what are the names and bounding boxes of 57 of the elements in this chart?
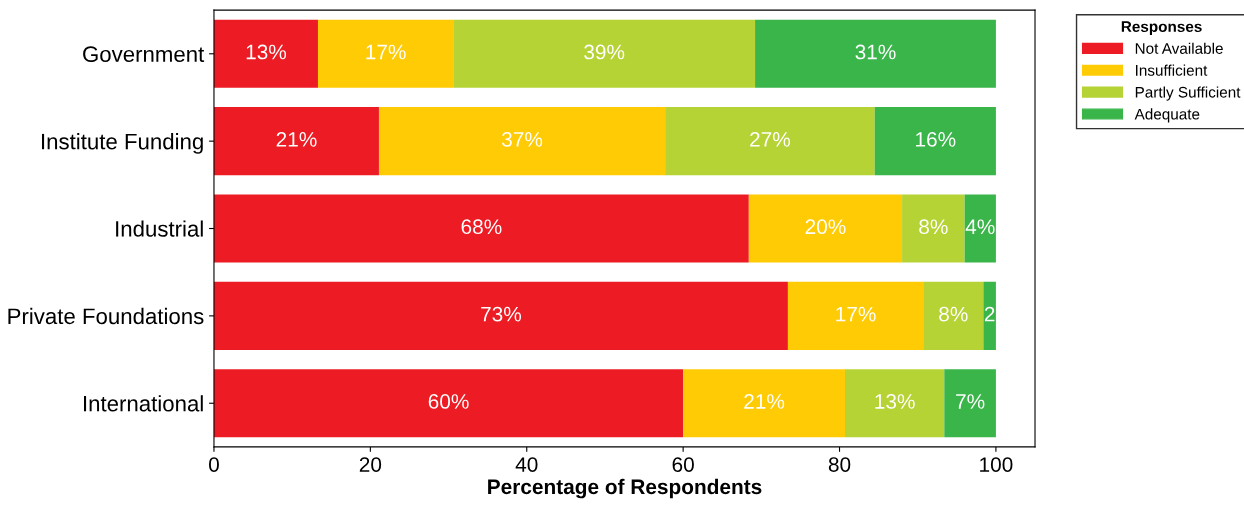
bar (983, 281, 996, 350)
bar (755, 19, 996, 88)
data-label: 60% (428, 394, 469, 409)
data-label: 13% (246, 44, 287, 60)
legend-label: Insufficient (1136, 64, 1208, 76)
data-label: 16% (916, 131, 956, 147)
bar (213, 369, 684, 438)
data-label: 17% (836, 306, 876, 322)
data-label: 20% (805, 219, 846, 235)
bar (213, 19, 318, 88)
x-tick-label: 80 (828, 457, 851, 472)
data-label: 21% (744, 394, 785, 409)
y-tick-label: International (84, 395, 203, 412)
x-tick-label: 100 (980, 457, 1013, 472)
legend-title: Responses (1121, 21, 1202, 36)
bar (923, 281, 984, 350)
data-label: 2 (984, 306, 995, 322)
legend-label: Adequate (1134, 108, 1200, 123)
data-label: 21% (276, 131, 317, 147)
bar (874, 107, 996, 176)
data-label: 7% (956, 394, 985, 409)
data-label: 17% (366, 44, 406, 60)
data-label: 8% (919, 219, 948, 235)
x-tick-label: 0 (208, 457, 219, 472)
x-tick-label: 60 (672, 457, 694, 472)
data-label: 39% (584, 44, 625, 60)
bar (845, 369, 945, 438)
legend-label: Not Available (1135, 42, 1223, 54)
bar (453, 19, 756, 88)
bar (944, 369, 996, 438)
legend-label: Partly Sufficient (1135, 86, 1241, 101)
y-tick-label: Government (83, 46, 205, 63)
bar (378, 107, 666, 176)
bar (902, 194, 965, 263)
bar (748, 194, 903, 263)
bar (683, 369, 845, 438)
bar (317, 19, 454, 88)
data-label: 68% (461, 219, 502, 235)
bar (213, 107, 379, 176)
x-axis-title: Percentage of Respondents (488, 478, 762, 499)
bar (665, 107, 875, 176)
data-label: 27% (750, 131, 791, 147)
bar (787, 281, 924, 350)
data-label: 13% (875, 394, 915, 409)
data-label: 31% (855, 44, 896, 60)
bar (213, 281, 788, 350)
y-tick-label: Private Foundations (8, 307, 204, 325)
bar (964, 194, 996, 263)
data-label: 73% (481, 306, 522, 322)
x-tick-label: 20 (359, 457, 382, 472)
data-label: 8% (939, 306, 968, 322)
y-tick-label: Institute Funding (42, 133, 203, 154)
x-tick-label: 40 (515, 457, 538, 472)
y-tick-label: Industrial (116, 220, 203, 237)
bar (213, 194, 749, 263)
data-label: 4% (965, 219, 995, 235)
data-label: 37% (502, 131, 543, 147)
